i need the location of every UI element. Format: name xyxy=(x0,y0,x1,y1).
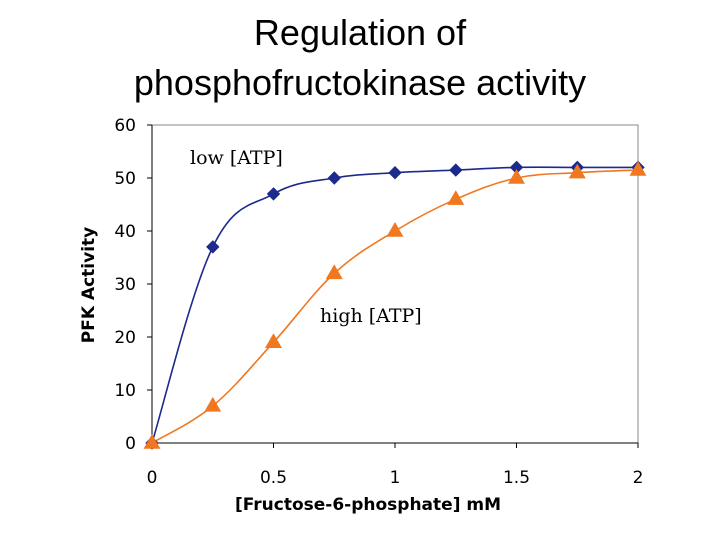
data-point-low-atp xyxy=(388,165,402,180)
y-tick-label: 20 xyxy=(114,328,136,348)
axes xyxy=(147,124,639,448)
y-tick-label: 0 xyxy=(125,434,136,454)
data-point-low-atp xyxy=(266,187,281,201)
series-label-low-atp: low [ATP] xyxy=(190,147,283,169)
data-point-high-atp xyxy=(204,396,222,412)
data-point-high-atp xyxy=(386,221,404,237)
x-tick-label: 1.5 xyxy=(503,468,530,488)
x-tick-label: 1 xyxy=(390,468,401,488)
series-markers xyxy=(143,160,647,450)
data-point-high-atp xyxy=(143,433,161,449)
series-label-high-atp: high [ATP] xyxy=(320,305,422,327)
data-point-low-atp xyxy=(206,240,220,254)
title-line-2: phosphofructokinase activity xyxy=(133,62,587,103)
x-tick-label: 0 xyxy=(147,468,158,488)
data-point-high-atp xyxy=(265,333,282,348)
data-point-high-atp xyxy=(447,190,465,205)
data-point-high-atp xyxy=(508,168,525,184)
y-tick-label: 50 xyxy=(114,169,136,189)
data-point-high-atp xyxy=(629,161,647,176)
title-line-1: Regulation of xyxy=(253,12,467,53)
x-axis-title: [Fructose-6-phosphate] mM xyxy=(235,495,501,515)
x-tick-label: 0.5 xyxy=(260,468,287,488)
y-tick-label: 30 xyxy=(114,275,136,295)
y-tick-label: 40 xyxy=(114,222,136,242)
data-point-high-atp xyxy=(325,264,343,280)
tick-labels: 0 10 20 30 40 50 60 0 0.5 1 1.5 2 xyxy=(114,116,643,488)
data-point-low-atp xyxy=(449,163,463,177)
slide-title: Regulation of phosphofructokinase activi… xyxy=(0,8,720,108)
y-tick-label: 60 xyxy=(114,116,136,136)
x-tick-label: 2 xyxy=(633,468,644,488)
series-line-low-atp xyxy=(151,166,638,444)
y-tick-label: 10 xyxy=(114,381,136,401)
data-point-low-atp xyxy=(327,171,342,185)
y-axis-title: PFK Activity xyxy=(79,227,99,343)
data-point-high-atp xyxy=(568,163,586,179)
